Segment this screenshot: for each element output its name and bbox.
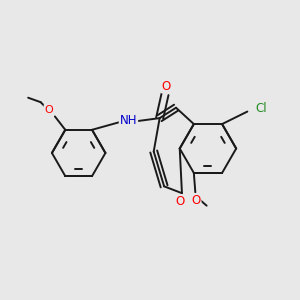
Text: O: O bbox=[45, 105, 53, 115]
Text: O: O bbox=[162, 80, 171, 92]
Text: O: O bbox=[176, 195, 185, 208]
Text: Cl: Cl bbox=[256, 102, 267, 115]
Text: O: O bbox=[191, 194, 200, 207]
Text: NH: NH bbox=[120, 114, 137, 127]
